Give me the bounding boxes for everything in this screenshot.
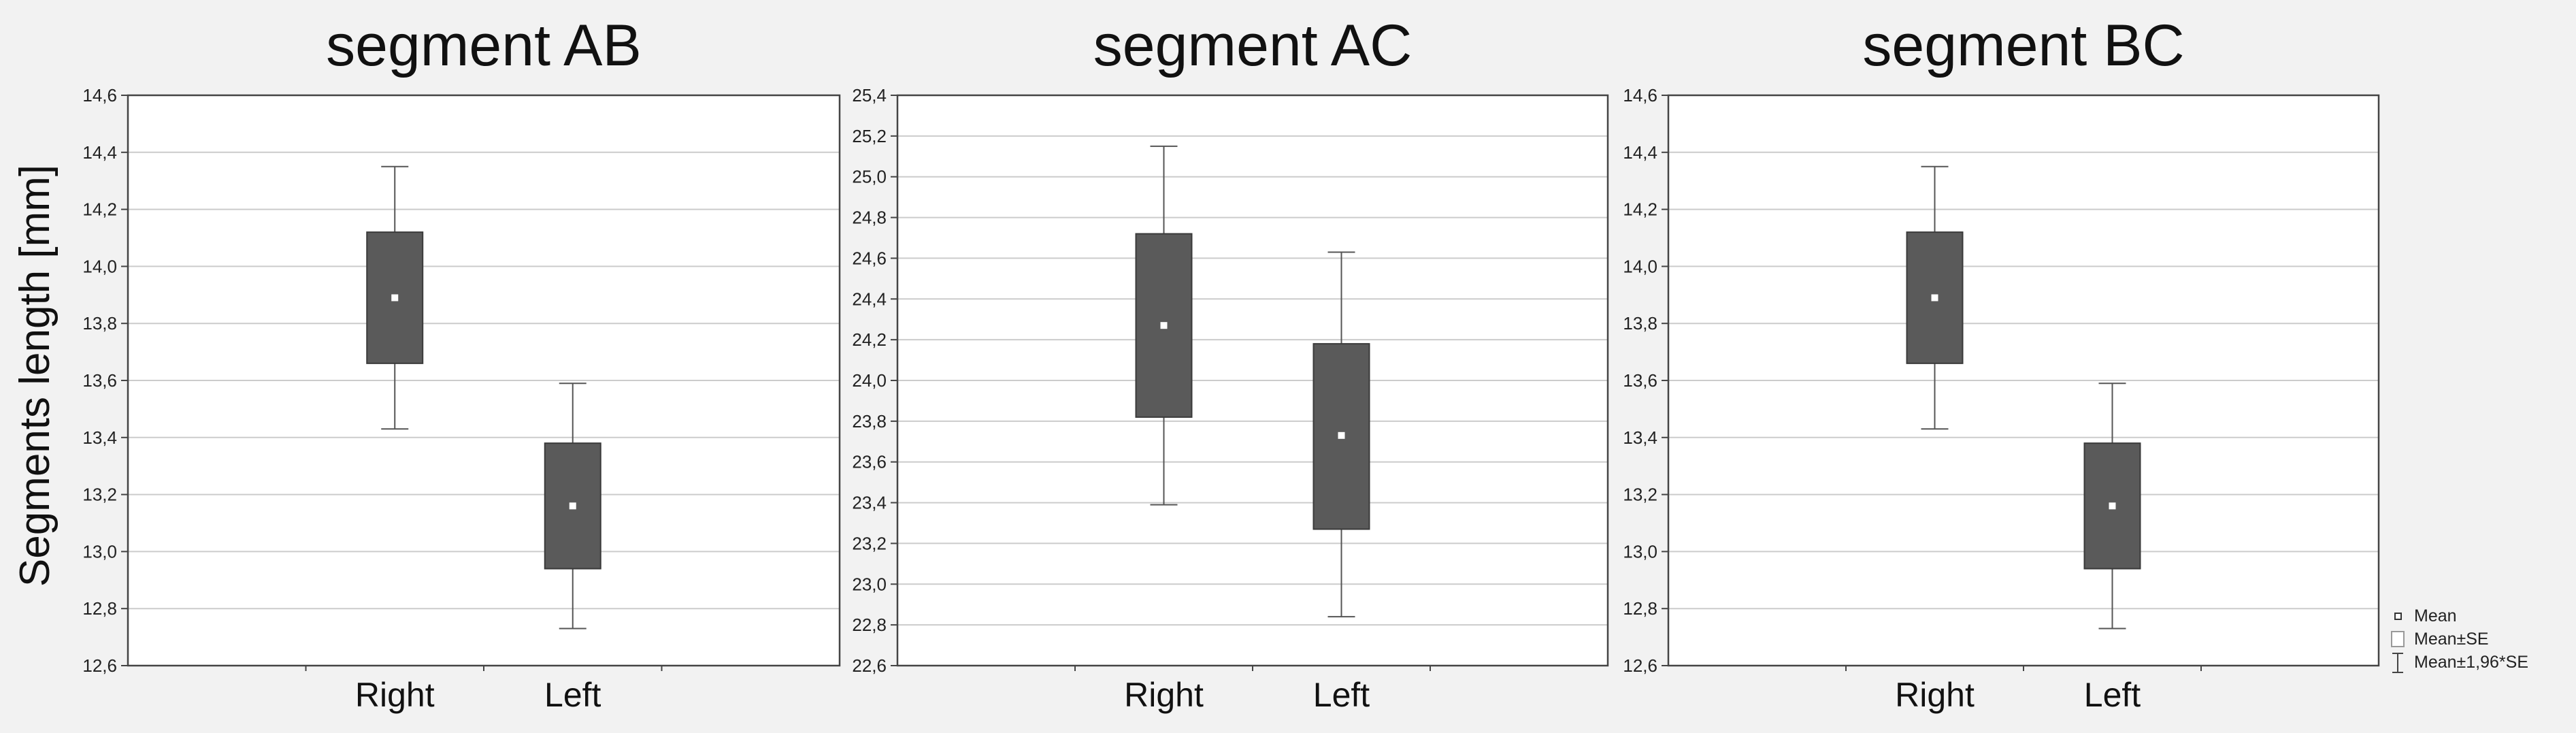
y-tick-label: 24,8 xyxy=(852,208,887,228)
plot-frame xyxy=(896,94,1609,667)
y-tick-label: 14,0 xyxy=(1623,256,1657,276)
y-tick-label: 14,2 xyxy=(1623,199,1657,220)
mean-marker xyxy=(1338,431,1345,439)
legend-item-mean: Mean xyxy=(2388,604,2572,628)
se-box-icon xyxy=(2388,631,2407,647)
y-tick-label: 14,2 xyxy=(82,199,117,220)
y-tick-label: 23,6 xyxy=(852,452,887,472)
y-tick-label: 13,4 xyxy=(1623,427,1657,448)
y-tick-label: 24,2 xyxy=(852,329,887,350)
y-tick-label: 13,6 xyxy=(82,370,117,391)
y-tick-label: 22,6 xyxy=(852,655,887,676)
legend-item-se: Mean±SE xyxy=(2388,628,2572,651)
x-tick-label: Right xyxy=(1895,676,1975,714)
y-tick-label: 14,4 xyxy=(82,142,117,163)
y-tick-label: 24,4 xyxy=(852,289,887,309)
y-tick-label: 23,2 xyxy=(852,533,887,553)
y-tick-label: 14,6 xyxy=(82,85,117,105)
mean-marker xyxy=(2109,502,2116,510)
legend-label-se: Mean±SE xyxy=(2414,629,2489,649)
y-tick-label: 23,4 xyxy=(852,493,887,513)
y-tick-label: 25,2 xyxy=(852,126,887,146)
legend-label-ci: Mean±1,96*SE xyxy=(2414,652,2528,672)
mean-marker xyxy=(569,502,576,510)
y-tick-label: 12,6 xyxy=(1623,655,1657,676)
mean-marker xyxy=(391,294,399,302)
y-tick-label: 12,8 xyxy=(82,598,117,619)
chart-title: segment AC xyxy=(1093,13,1412,78)
y-tick-label: 12,6 xyxy=(82,655,117,676)
plot-frame xyxy=(1667,94,2380,667)
x-tick-label: Left xyxy=(1313,676,1370,714)
y-tick-label: 13,2 xyxy=(1623,485,1657,505)
legend-label-mean: Mean xyxy=(2414,606,2457,625)
chart-title: segment BC xyxy=(1862,13,2184,78)
x-tick-label: Right xyxy=(355,676,435,714)
y-tick-label: 25,0 xyxy=(852,167,887,187)
y-tick-label: 14,4 xyxy=(1623,142,1657,163)
y-axis-label: Segments length [mm] xyxy=(12,165,59,587)
x-tick-label: Left xyxy=(544,676,601,714)
y-tick-label: 23,0 xyxy=(852,574,887,594)
y-tick-label: 25,4 xyxy=(852,85,887,105)
y-tick-label: 13,0 xyxy=(82,541,117,561)
y-tick-label: 23,8 xyxy=(852,411,887,431)
y-tick-label: 13,4 xyxy=(82,427,117,448)
y-tick-label: 24,0 xyxy=(852,370,887,391)
y-tick-label: 13,6 xyxy=(1623,370,1657,391)
y-tick-label: 12,8 xyxy=(1623,598,1657,619)
chart-title: segment AB xyxy=(326,13,642,78)
legend: Mean Mean±SE Mean±1,96*SE xyxy=(2388,604,2572,674)
ci-whisker-icon xyxy=(2388,653,2407,673)
legend-item-ci: Mean±1,96*SE xyxy=(2388,651,2572,674)
y-tick-label: 22,8 xyxy=(852,615,887,635)
mean-marker-icon xyxy=(2388,612,2407,620)
plot-frame xyxy=(127,94,841,667)
mean-marker xyxy=(1160,322,1168,329)
y-tick-label: 13,2 xyxy=(82,485,117,505)
y-tick-label: 24,6 xyxy=(852,248,887,268)
x-tick-label: Left xyxy=(2084,676,2141,714)
y-tick-label: 13,8 xyxy=(82,313,117,333)
y-tick-label: 13,0 xyxy=(1623,541,1657,561)
mean-marker xyxy=(1931,294,1938,302)
se-box xyxy=(1906,231,1964,364)
y-tick-label: 14,6 xyxy=(1623,85,1657,105)
y-tick-label: 14,0 xyxy=(82,256,117,276)
x-tick-label: Right xyxy=(1124,676,1204,714)
y-tick-label: 13,8 xyxy=(1623,313,1657,333)
